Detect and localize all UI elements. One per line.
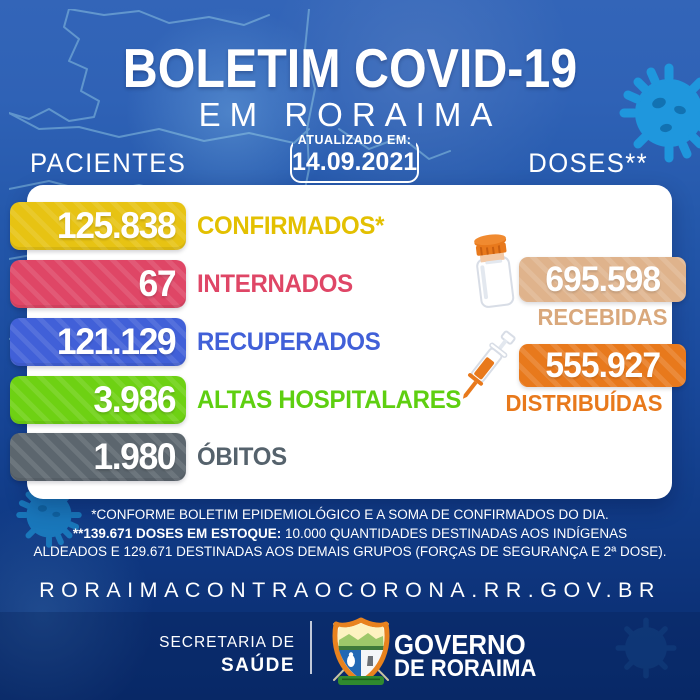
page-subtitle: EM RORAIMA [198,96,502,133]
updated-label: ATUALIZADO EM: [297,133,412,147]
interned-value: 67 [138,263,176,304]
secretariat-wordmark: SECRETARIA DE SAÚDE [95,634,295,677]
secretariat-line-1: SECRETARIA DE [159,634,295,651]
doses-received-bar: 695.598 [519,257,686,302]
doses-distributed-bar: 555.927 [519,344,686,387]
confirmed-value: 125.838 [56,205,177,246]
doses-received-value: 695.598 [545,259,661,299]
footnote-stock-bold: **139.671 DOSES EM ESTOQUE: [72,525,282,541]
vaccine-vial-icon [474,234,515,308]
page-title: BOLETIM COVID-19 [122,37,578,99]
syringe-icon [462,330,516,399]
confirmed-label: CONFIRMADOS* [197,211,385,240]
secretariat-line-2: SAÚDE [220,655,295,676]
recovered-value: 121.129 [56,321,177,362]
coronavirus-icon [615,617,677,679]
deaths-value: 1.980 [93,436,176,477]
coronavirus-icon [619,63,700,163]
discharged-label: ALTAS HOSPITALARES [197,385,462,414]
doses-distributed-label: DISTRIBUÍDAS [505,390,663,416]
patients-section-label: PACIENTES [30,148,187,178]
roraima-coat-of-arms-icon [332,617,390,685]
interned-bar: 67 [10,260,186,308]
government-line-1: GOVERNO [394,629,526,660]
footnotes: *CONFORME BOLETIM EPIDEMIOLÓGICO E A SOM… [30,506,670,562]
footnote-line-2: **139.671 DOSES EM ESTOQUE: 10.000 QUANT… [30,525,670,544]
discharged-value: 3.986 [93,379,176,420]
footnote-line-1: *CONFORME BOLETIM EPIDEMIOLÓGICO E A SOM… [91,507,609,522]
government-line-2: DE RORAIMA [394,655,537,682]
updated-date-badge: ATUALIZADO EM: 14.09.2021 [290,133,420,183]
footnote-stock-rest: 10.000 QUANTIDADES DESTINADAS AOS INDÍGE… [281,525,628,541]
deaths-bar: 1.980 [10,433,186,481]
deaths-label: ÓBITOS [197,442,287,471]
doses-section-label: DOSES** [528,148,648,178]
doses-received-label: RECEBIDAS [537,304,668,330]
updated-date: 14.09.2021 [292,148,418,176]
recovered-label: RECUPERADOS [197,327,381,356]
doses-distributed-value: 555.927 [545,345,661,385]
confirmed-bar: 125.838 [10,202,186,250]
recovered-bar: 121.129 [10,318,186,366]
website-url: RORAIMACONTRAOCORONA.RR.GOV.BR [39,578,661,602]
interned-label: INTERNADOS [197,269,353,298]
footnote-line-3: ALDEADOS E 129.671 DESTINADAS AOS DEMAIS… [33,544,667,559]
government-wordmark: GOVERNO DE RORAIMA [394,629,537,682]
footer-divider [310,621,312,674]
discharged-bar: 3.986 [10,376,186,424]
